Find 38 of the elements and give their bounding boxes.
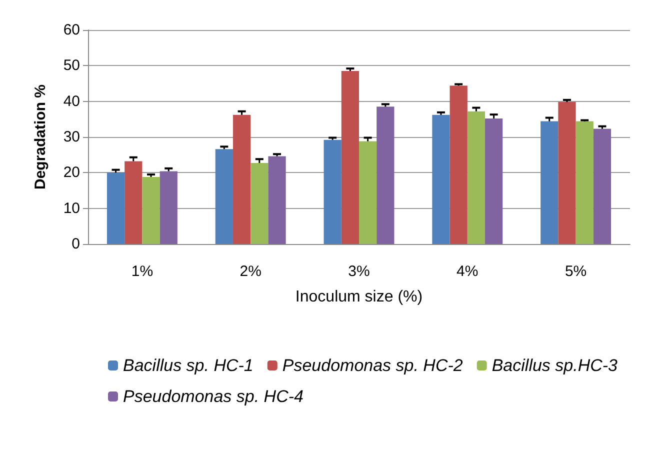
- y-tick-label: 60: [63, 22, 80, 38]
- bar: [540, 121, 558, 244]
- y-tick-label: 10: [63, 200, 80, 217]
- y-tick-label: 30: [63, 128, 80, 146]
- legend-label: Bacillus sp.HC-3: [492, 356, 618, 375]
- bar: [467, 111, 486, 244]
- x-tick-label: 1%: [131, 263, 154, 280]
- x-tick-label: 5%: [564, 263, 587, 280]
- y-tick-label: 50: [63, 57, 80, 74]
- bar: [106, 172, 125, 244]
- bar: [359, 141, 377, 244]
- y-tick-label: 0: [72, 236, 80, 252]
- bar: [558, 102, 576, 244]
- bar: [124, 161, 142, 244]
- bar: [593, 128, 612, 244]
- bar: [485, 118, 503, 244]
- bar: [250, 163, 268, 244]
- x-tick-label: 4%: [456, 263, 478, 280]
- y-axis-title: Degradation %: [32, 84, 49, 190]
- bar: [324, 140, 342, 244]
- bar: [376, 106, 394, 244]
- bar: [215, 149, 233, 244]
- legend-label: Pseudomonas sp. HC-2: [282, 356, 464, 375]
- x-axis-title: Inoculum size (%): [295, 288, 423, 306]
- legend-label: Bacillus sp. HC-1: [123, 356, 254, 375]
- y-tick-label: 40: [63, 92, 80, 110]
- bar: [232, 114, 251, 244]
- bar: [341, 71, 359, 244]
- x-tick-label: 3%: [348, 263, 370, 280]
- bar: [268, 156, 286, 244]
- bar: [142, 176, 160, 244]
- bar: [432, 114, 450, 244]
- x-tick-label: 2%: [240, 263, 262, 280]
- y-tick-label: 20: [63, 164, 80, 182]
- bar: [576, 121, 594, 244]
- bar: [160, 171, 178, 244]
- bar: [450, 86, 468, 244]
- legend-label: Pseudomonas sp. HC-4: [123, 387, 304, 406]
